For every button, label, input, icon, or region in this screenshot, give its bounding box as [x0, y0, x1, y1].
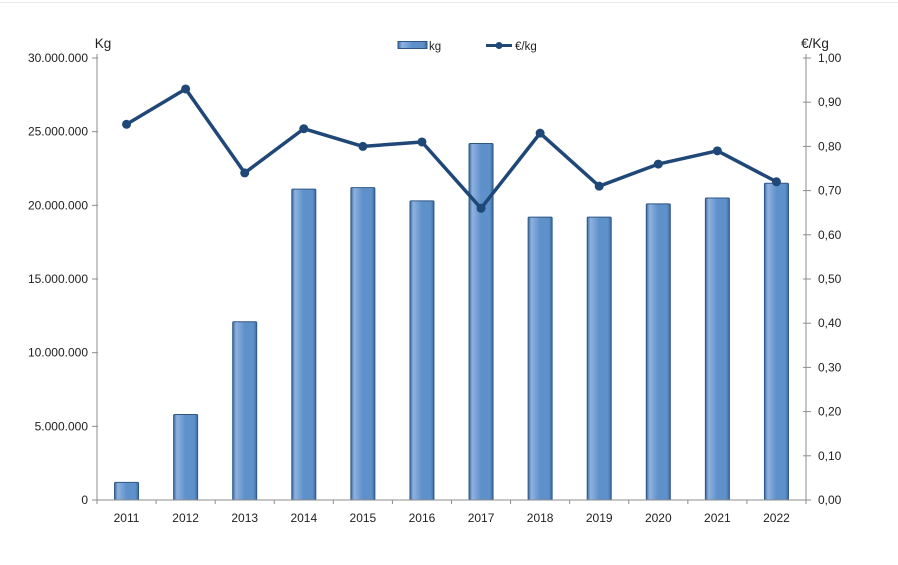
bar-2022	[763, 182, 789, 501]
price-point-2018	[535, 128, 545, 138]
price-point-2016	[417, 137, 427, 147]
top-border	[0, 2, 898, 3]
bar-2021	[704, 197, 730, 501]
legend-eurkg-dot	[495, 42, 503, 49]
left-axis-tick-label: 5.000.000	[35, 419, 89, 433]
right-axis-tick-label: 0,00	[818, 493, 842, 507]
plot-area: 0 5.000.000 10.000.000 15.000.000 20.000.000…	[28, 51, 842, 525]
price-point-2013	[240, 168, 250, 178]
category-label-2013: 2013	[231, 511, 258, 525]
legend-kg-swatch	[397, 41, 428, 49]
left-axis-tick-label: 10.000.000	[28, 346, 88, 360]
category-label-2021: 2021	[704, 511, 731, 525]
category-label-2018: 2018	[527, 511, 554, 525]
bar-2015	[350, 187, 376, 501]
bar-2016	[409, 200, 435, 501]
price-point-2022	[771, 177, 781, 187]
category-label-2012: 2012	[172, 511, 199, 525]
price-point-2021	[712, 146, 722, 156]
bar-2020	[645, 203, 671, 501]
right-axis-tick-label: 0,10	[818, 449, 842, 463]
price-point-2020	[653, 159, 663, 169]
right-axis-tick-label: 0,60	[818, 228, 842, 242]
category-label-2017: 2017	[468, 511, 495, 525]
category-label-2020: 2020	[645, 511, 672, 525]
bar-2018	[527, 216, 553, 501]
right-axis-tick-label: 0,70	[818, 184, 842, 198]
left-axis-tick-label: 20.000.000	[28, 198, 88, 212]
category-label-2016: 2016	[409, 511, 436, 525]
right-axis-tick-label: 0,40	[818, 316, 842, 330]
category-label-2019: 2019	[586, 511, 613, 525]
left-axis-title: Kg	[95, 36, 112, 51]
left-axis-tick-label: 15.000.000	[28, 272, 88, 286]
right-axis-tick-label: 0,50	[818, 272, 842, 286]
right-axis-tick-label: 0,90	[818, 95, 842, 109]
price-point-2011	[122, 119, 132, 129]
left-axis-tick-label: 25.000.000	[28, 125, 88, 139]
category-label-2022: 2022	[763, 511, 790, 525]
legend: kg €/kg	[397, 41, 537, 53]
price-point-2017	[476, 203, 486, 213]
category-label-2011: 2011	[114, 511, 140, 525]
category-label-2014: 2014	[290, 511, 317, 525]
price-point-2014	[299, 124, 309, 134]
category-label-2015: 2015	[350, 511, 377, 525]
bar-2014	[291, 188, 317, 501]
right-axis-title: €/Kg	[801, 36, 829, 51]
price-point-2015	[358, 141, 368, 151]
bar-2011	[114, 481, 140, 501]
price-point-2012	[181, 84, 191, 94]
left-axis-tick-label: 30.000.000	[28, 51, 88, 65]
right-axis-tick-label: 0,80	[818, 139, 842, 153]
bar-2019	[586, 216, 612, 501]
left-axis-tick-label: 0	[81, 493, 88, 507]
right-axis-tick-label: 0,20	[818, 405, 842, 419]
bar-2012	[173, 414, 199, 501]
right-axis-tick-label: 1,00	[818, 51, 842, 65]
legend-kg-label: kg	[429, 41, 441, 53]
price-point-2019	[594, 181, 604, 191]
bar-2013	[232, 321, 258, 501]
legend-eurkg-label: €/kg	[515, 41, 537, 53]
right-axis-tick-label: 0,30	[818, 360, 842, 374]
price-line	[124, 87, 779, 211]
